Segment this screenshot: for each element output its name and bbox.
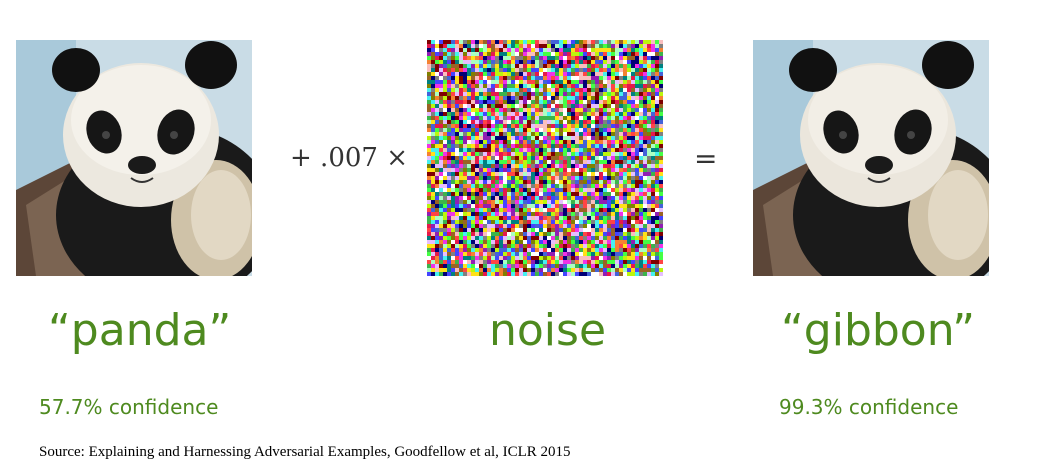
- panda-label: “panda”: [48, 305, 232, 356]
- gibbon-confidence: 99.3% confidence: [779, 395, 959, 419]
- noise-image: [427, 40, 663, 276]
- multiply-operator: + .007 ×: [290, 143, 408, 173]
- gibbon-label: “gibbon”: [781, 305, 976, 356]
- panda-confidence: 57.7% confidence: [39, 395, 219, 419]
- panda-image: [16, 40, 252, 276]
- source-citation: Source: Explaining and Harnessing Advers…: [39, 444, 571, 460]
- gibbon-image: [753, 40, 989, 276]
- equals-operator: =: [694, 142, 718, 175]
- noise-label: noise: [489, 305, 607, 356]
